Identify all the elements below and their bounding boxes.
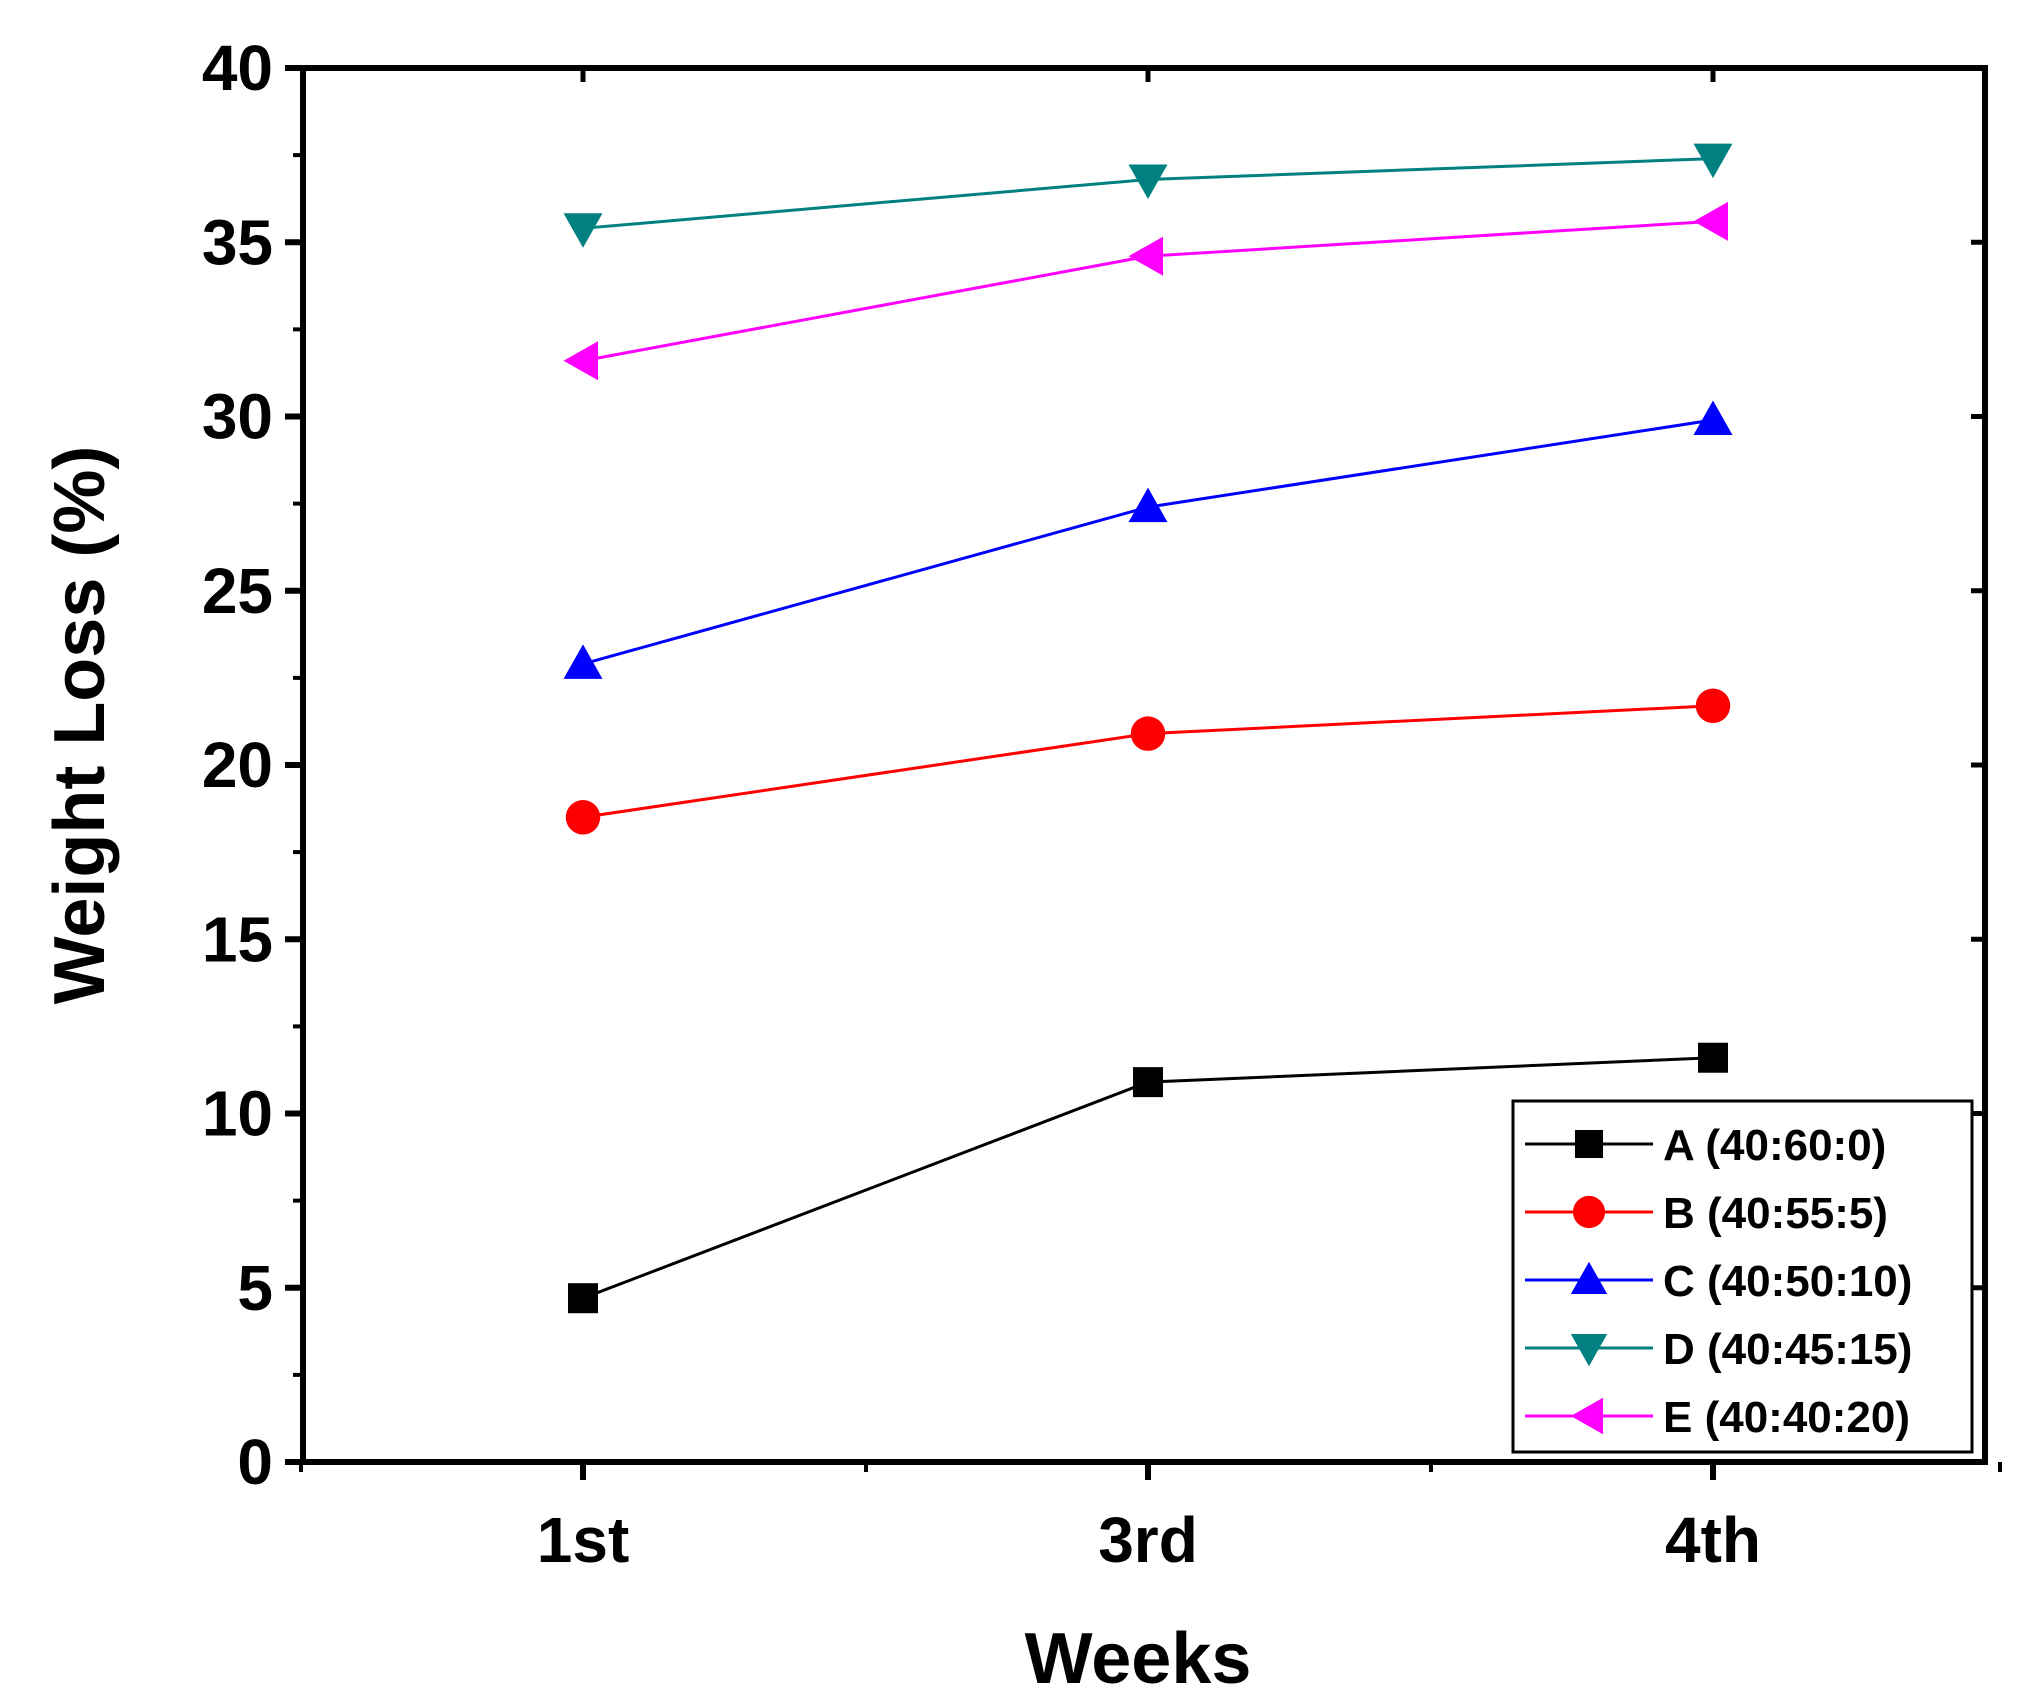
data-point	[1693, 201, 1728, 241]
legend-label: B (40:55:5)	[1663, 1189, 1888, 1238]
y-tick-label: 15	[202, 903, 273, 975]
series-b	[565, 688, 1731, 835]
data-point	[563, 644, 603, 679]
legend-label: A (40:60:0)	[1663, 1121, 1886, 1170]
legend-marker	[1570, 1397, 1603, 1435]
data-point	[1693, 400, 1733, 435]
data-point	[1698, 1042, 1728, 1073]
data-point	[1130, 716, 1166, 751]
axes: 0 5 10 15 20 25 30 35 40 1st 3rd 4th	[202, 32, 2002, 1576]
x-tick-label: 3rd	[1098, 1504, 1198, 1576]
data-point	[1128, 164, 1168, 200]
legend-marker	[1570, 1261, 1608, 1294]
legend-label: E (40:40:20)	[1663, 1393, 1910, 1442]
series-c	[563, 400, 1733, 679]
data-point	[1133, 1067, 1163, 1098]
x-tick-label: 4th	[1665, 1504, 1761, 1576]
legend: A (40:60:0) B (40:55:5) C (40:50:10) D (40:…	[1511, 1099, 1974, 1454]
legend-marker	[1575, 1130, 1603, 1158]
legend-entry: A (40:60:0)	[1525, 1121, 1886, 1170]
data-point	[1128, 236, 1163, 276]
y-tick-label: 10	[202, 1078, 273, 1150]
y-tick-label: 25	[202, 555, 273, 627]
data-point	[563, 213, 603, 248]
x-tick-label: 1st	[537, 1504, 630, 1576]
series-e	[563, 201, 1728, 381]
y-tick-label: 35	[202, 206, 273, 278]
series-layer	[563, 143, 1733, 1314]
y-tick-label: 30	[202, 381, 273, 453]
x-axis-title: Weeks	[1025, 1619, 1252, 1698]
data-point	[568, 1283, 598, 1314]
legend-marker	[1570, 1334, 1608, 1367]
data-point	[565, 800, 601, 835]
data-point	[1695, 688, 1731, 724]
y-tick-label: 5	[237, 1252, 273, 1324]
legend-entry: B (40:55:5)	[1525, 1189, 1888, 1238]
series-d	[563, 143, 1733, 248]
legend-entry: C (40:50:10)	[1525, 1257, 1912, 1306]
y-tick-label: 0	[237, 1426, 273, 1498]
series-a	[568, 1042, 1728, 1314]
y-tick-label: 20	[202, 729, 273, 801]
y-axis-title: Weight Loss (%)	[40, 446, 120, 1005]
legend-entry: D (40:45:15)	[1525, 1325, 1912, 1374]
y-tick-label: 40	[202, 32, 273, 104]
legend-marker	[1572, 1195, 1606, 1229]
legend-label: C (40:50:10)	[1663, 1257, 1912, 1306]
data-point	[1693, 143, 1733, 179]
data-point	[563, 341, 598, 381]
legend-entry: E (40:40:20)	[1525, 1393, 1910, 1442]
data-point	[1128, 487, 1168, 523]
legend-label: D (40:45:15)	[1663, 1325, 1912, 1374]
